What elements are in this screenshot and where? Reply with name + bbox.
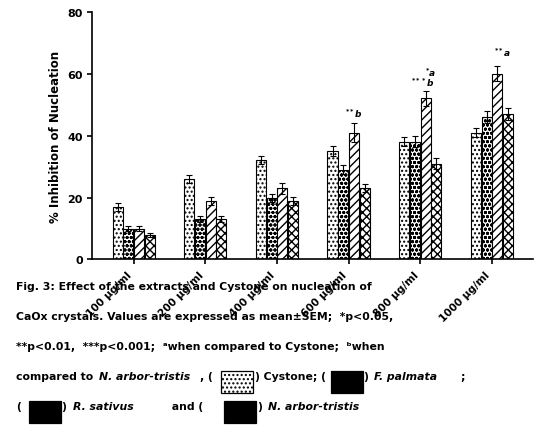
- Bar: [399, 142, 409, 260]
- Text: ): ): [258, 401, 266, 411]
- Bar: [195, 220, 205, 260]
- Bar: [217, 220, 226, 260]
- Bar: [288, 201, 298, 260]
- Bar: [277, 189, 287, 260]
- Text: R. sativus: R. sativus: [72, 401, 133, 411]
- Y-axis label: % Inhibition of Nucleation: % Inhibition of Nucleation: [49, 50, 61, 222]
- Bar: [481, 118, 492, 260]
- Text: N. arbor-tristis: N. arbor-tristis: [268, 401, 359, 411]
- Bar: [123, 229, 133, 260]
- Text: , (: , (: [200, 371, 213, 381]
- Text: (: (: [16, 401, 21, 411]
- Text: F. palmata: F. palmata: [374, 371, 437, 381]
- Bar: [410, 142, 420, 260]
- Bar: [267, 198, 276, 260]
- Text: $^{**}b$: $^{**}b$: [345, 107, 363, 119]
- Bar: [503, 115, 513, 260]
- Bar: [349, 133, 359, 260]
- Text: ): ): [364, 371, 373, 381]
- Text: ) Cystone; (: ) Cystone; (: [255, 371, 326, 381]
- Bar: [113, 207, 122, 260]
- Bar: [206, 201, 216, 260]
- Bar: [145, 235, 155, 260]
- Bar: [331, 371, 363, 393]
- Text: ;: ;: [460, 371, 465, 381]
- Text: ): ): [63, 401, 71, 411]
- Bar: [338, 170, 348, 260]
- Bar: [421, 99, 431, 260]
- Text: $^{*}a$: $^{*}a$: [425, 67, 436, 79]
- Bar: [256, 161, 266, 260]
- Bar: [221, 371, 254, 393]
- Bar: [471, 133, 481, 260]
- Text: and (: and (: [168, 401, 203, 411]
- Text: **p<0.01,  ***p<0.001;  ᵃwhen compared to Cystone;  ᵇwhen: **p<0.01, ***p<0.001; ᵃwhen compared to …: [16, 341, 385, 351]
- Bar: [29, 401, 61, 423]
- Text: N. arbor-tristis: N. arbor-tristis: [98, 371, 190, 381]
- Bar: [360, 189, 370, 260]
- Bar: [492, 75, 502, 260]
- Bar: [431, 164, 441, 260]
- Bar: [224, 401, 256, 423]
- Bar: [327, 152, 337, 260]
- Text: $^{**}a$: $^{**}a$: [494, 47, 511, 59]
- Bar: [134, 229, 144, 260]
- Text: Fig. 3: Effect of the extracts and Cystone on nucleation of: Fig. 3: Effect of the extracts and Cysto…: [16, 281, 372, 291]
- Text: $^{***}b$: $^{***}b$: [411, 77, 435, 89]
- Bar: [184, 180, 194, 260]
- Text: CaOx crystals. Values are expressed as mean±SEM;  *p<0.05,: CaOx crystals. Values are expressed as m…: [16, 311, 393, 321]
- Text: compared to: compared to: [16, 371, 97, 381]
